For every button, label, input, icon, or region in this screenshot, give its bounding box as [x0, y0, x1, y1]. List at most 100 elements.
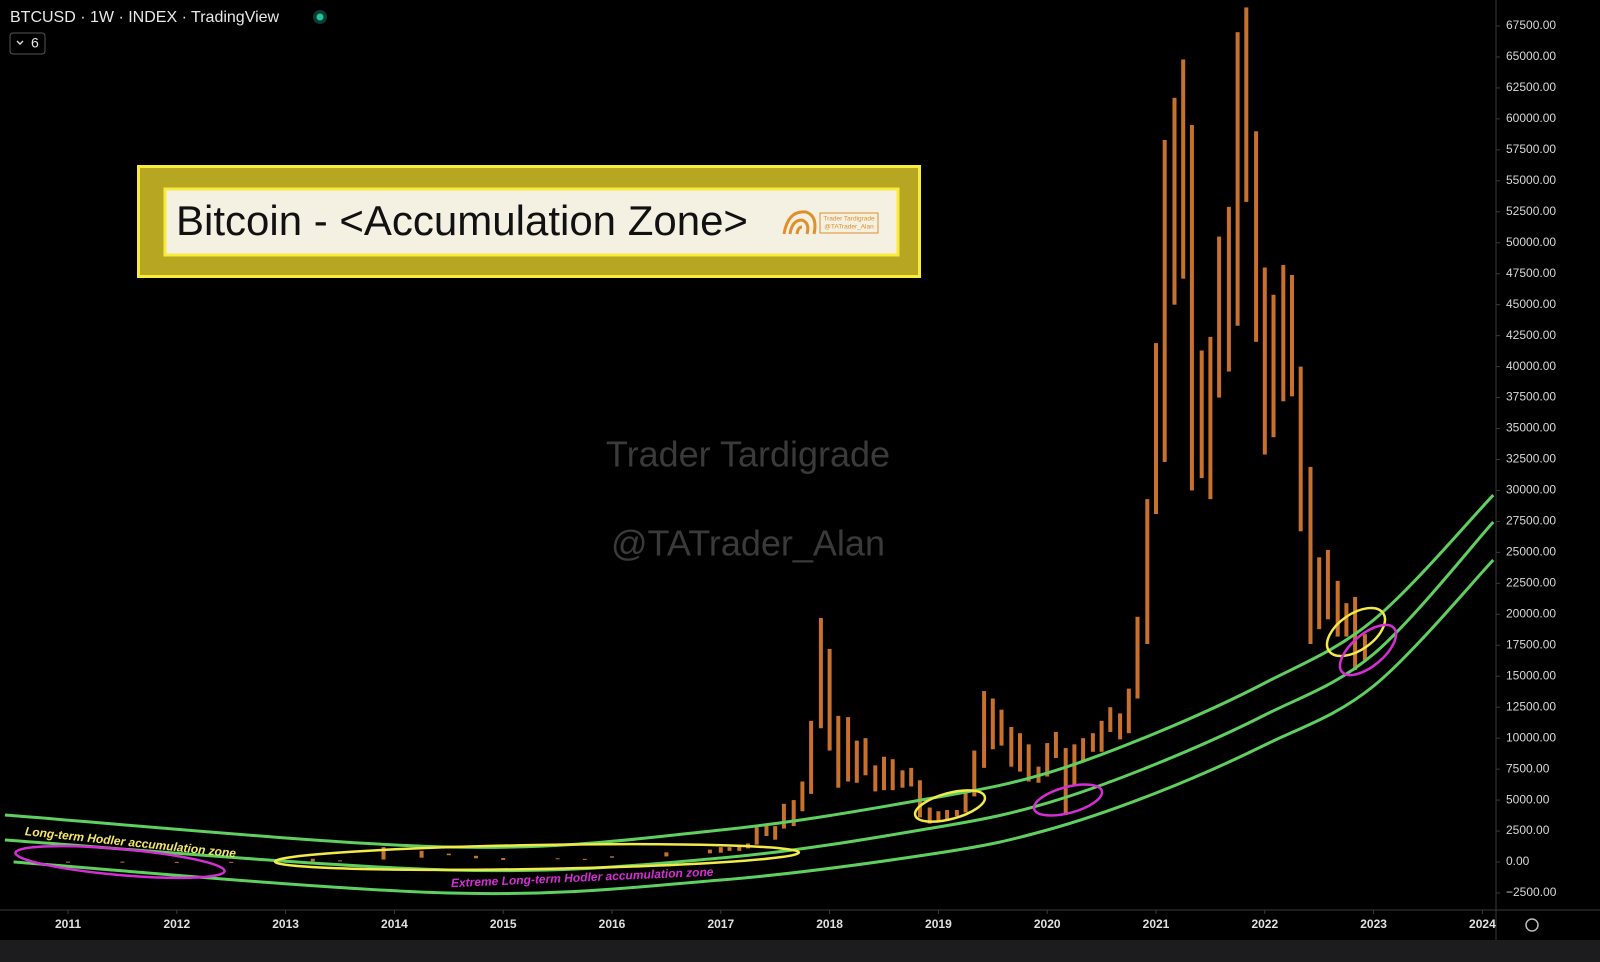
logo-icon	[782, 210, 817, 235]
price-bar	[381, 847, 386, 860]
price-bar	[1308, 466, 1313, 645]
price-bar	[982, 691, 987, 768]
price-bar	[1281, 265, 1286, 402]
bottom-strip	[0, 940, 1600, 962]
y-tick-label: 17500.00	[1506, 637, 1556, 651]
x-tick-label: 2016	[599, 917, 626, 931]
price-bar	[1181, 59, 1186, 279]
price-bar	[954, 809, 959, 817]
price-bar	[863, 738, 868, 776]
y-tick-label: 22500.00	[1506, 576, 1556, 590]
zone-marker	[273, 842, 801, 872]
y-tick-label: 55000.00	[1506, 173, 1556, 187]
price-bar	[1254, 131, 1259, 342]
price-bar	[664, 852, 669, 857]
price-bar	[310, 858, 315, 862]
y-tick-label: 37500.00	[1506, 390, 1556, 404]
price-bar	[66, 861, 70, 863]
price-bar	[1208, 336, 1213, 500]
price-bar	[1145, 499, 1150, 645]
price-bar	[873, 765, 878, 792]
settings-icon[interactable]	[1525, 918, 1539, 932]
indicator-toggle[interactable]	[9, 32, 46, 55]
y-tick-label: 15000.00	[1506, 668, 1556, 682]
y-tick-label: 52500.00	[1506, 204, 1556, 218]
x-tick-label: 2021	[1143, 917, 1170, 931]
logo-name: Trader Tardigrade	[823, 216, 875, 223]
x-tick-label: 2014	[381, 917, 408, 931]
price-bar	[229, 861, 234, 863]
price-bar	[474, 855, 478, 859]
x-tick-label: 2013	[272, 917, 299, 931]
logo-handle: @TATrader_Alan	[824, 224, 874, 231]
zone-marker	[1032, 783, 1104, 817]
price-bar	[338, 860, 342, 862]
zone-marker	[913, 789, 987, 823]
price-bar	[174, 861, 179, 863]
price-bar	[419, 850, 424, 858]
x-tick-label: 2024	[1469, 917, 1496, 931]
price-bar	[945, 809, 950, 820]
price-bar	[1325, 549, 1330, 620]
price-bar	[727, 847, 732, 851]
price-bar	[1226, 206, 1231, 372]
price-bar	[718, 847, 723, 853]
watermark-name: Trader Tardigrade	[606, 434, 890, 475]
price-bar	[800, 781, 805, 812]
y-tick-label: 57500.00	[1506, 142, 1556, 156]
price-bar	[1009, 727, 1014, 767]
price-bar	[1344, 603, 1349, 637]
y-tick-label: 10000.00	[1506, 730, 1556, 744]
support-curve	[13, 558, 1495, 896]
x-tick-label: 2012	[163, 917, 190, 931]
logo-box	[819, 212, 879, 234]
price-bar	[1126, 688, 1131, 734]
price-bar	[809, 720, 814, 794]
banner	[163, 187, 900, 257]
y-tick-label: 40000.00	[1506, 359, 1556, 373]
price-bar	[555, 858, 560, 860]
price-bar	[1172, 97, 1177, 305]
price-bar	[1081, 738, 1086, 762]
price-bar	[1090, 733, 1095, 752]
x-tick-label: 2022	[1251, 917, 1278, 931]
price-bar	[1018, 733, 1022, 772]
price-bar	[854, 740, 859, 783]
y-tick-label: 60000.00	[1506, 111, 1556, 125]
y-tick-label: 25000.00	[1506, 545, 1556, 559]
price-bar	[836, 715, 841, 788]
price-bar	[963, 792, 968, 813]
price-bar	[927, 807, 932, 824]
y-tick-label: 20000.00	[1506, 606, 1556, 620]
price-bar	[1217, 236, 1222, 398]
price-bar	[1108, 707, 1113, 732]
price-bar	[781, 803, 786, 829]
y-tick-label: 0.00	[1506, 854, 1530, 868]
x-tick-label: 2023	[1360, 917, 1387, 931]
y-tick-label: 45000.00	[1506, 297, 1556, 311]
x-tick-label: 2017	[707, 917, 734, 931]
price-bar	[990, 698, 995, 750]
x-tick-label: 2011	[55, 917, 81, 931]
price-bar	[773, 826, 778, 840]
indicator-count: 6	[31, 35, 39, 51]
y-tick-label: 42500.00	[1506, 328, 1556, 342]
y-tick-label: 12500.00	[1506, 699, 1556, 713]
price-bar	[707, 849, 712, 854]
price-bar	[818, 618, 823, 729]
price-bar	[1162, 139, 1167, 462]
price-bar	[120, 861, 125, 863]
x-tick-label: 2015	[490, 917, 517, 931]
y-tick-label: 32500.00	[1506, 452, 1556, 466]
watermark-handle: @TATrader_Alan	[611, 523, 885, 564]
price-bar	[1135, 616, 1140, 699]
price-bar	[1099, 720, 1104, 752]
banner-title: Bitcoin - <Accumulation Zone>	[176, 197, 748, 244]
y-tick-label: 65000.00	[1506, 49, 1556, 63]
price-bar	[1317, 557, 1322, 630]
price-bar	[1045, 743, 1050, 777]
y-tick-label: 50000.00	[1506, 235, 1556, 249]
price-bar	[737, 845, 742, 851]
